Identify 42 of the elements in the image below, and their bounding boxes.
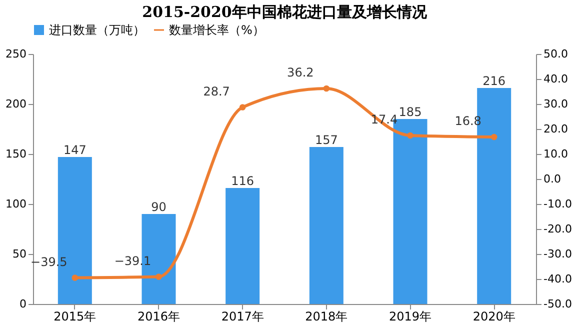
y-tick-label: 100: [6, 198, 26, 210]
data-label: 147: [63, 143, 86, 157]
y-tick-label: 200: [6, 98, 26, 110]
point: [72, 274, 78, 281]
data-label: 90: [151, 200, 166, 214]
x-tick-label: 2018年: [305, 310, 348, 324]
bar: [309, 147, 344, 304]
point: [407, 132, 414, 139]
bar: [226, 188, 260, 304]
y-tick-label: 50: [12, 248, 26, 260]
x-tick-label: 2016年: [137, 310, 180, 324]
data-label: 116: [231, 174, 254, 188]
chart-title: 2015-2020年中国棉花进口量及增长情况: [142, 3, 428, 21]
y2-tick-label: 30.0: [544, 98, 568, 110]
point: [239, 104, 246, 110]
x-tick-label: 2019年: [388, 310, 432, 324]
x-tick-label: 2017年: [221, 310, 264, 324]
data-label: 157: [314, 133, 338, 147]
y2-tick-label: -50.0: [544, 298, 572, 310]
data-label: 28.7: [203, 84, 230, 98]
data-label: 216: [482, 74, 506, 88]
y-tick-label: 250: [6, 48, 26, 60]
y-tick-label: 0: [20, 298, 26, 310]
y2-tick-label: 50.0: [544, 48, 568, 60]
y2-tick-label: -30.0: [544, 248, 572, 260]
data-label: 185: [398, 105, 422, 119]
y2-tick-label: -20.0: [544, 222, 572, 236]
y-tick-label: 150: [6, 148, 26, 160]
y2-tick-label: -40.0: [544, 272, 572, 286]
y2-tick-label: 20.0: [544, 122, 568, 136]
y2-tick-label: -10.0: [544, 198, 572, 210]
legend-label: 数量增长率（%）: [169, 23, 264, 37]
x-tick-label: 2015年: [54, 310, 96, 324]
legend-label: 进口数量（万吨）: [49, 23, 145, 37]
point: [323, 85, 330, 92]
x-tick-label: 2020年: [472, 310, 516, 324]
data-label: 36.2: [287, 66, 314, 80]
point: [490, 134, 498, 140]
point: [156, 274, 162, 280]
y2-tick-label: 0.0: [544, 172, 561, 186]
y2-tick-label: 10.0: [544, 148, 568, 160]
y2-tick-label: 40.0: [544, 72, 568, 86]
